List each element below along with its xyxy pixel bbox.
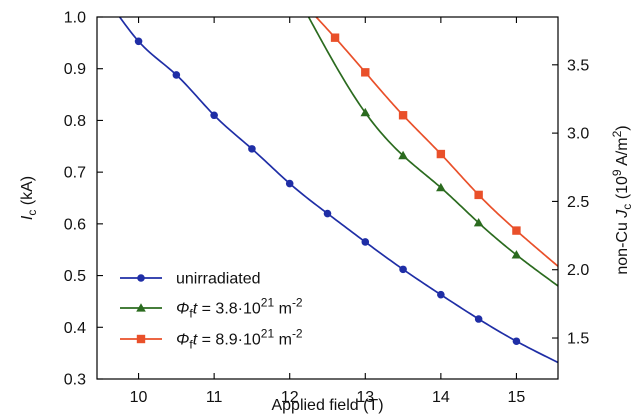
y-right-tick-label-3: 3.0 — [567, 126, 589, 143]
legend-unit-exp-2: -2 — [292, 327, 303, 341]
series-1-fit-line — [307, 17, 558, 287]
x-tick-label-5: 15 — [508, 389, 526, 406]
legend-marker-1 — [136, 303, 146, 312]
y-left-title-suffix: (kA) — [19, 176, 36, 210]
series-2-point-3 — [436, 149, 446, 159]
legend-phi-sub-2: f — [189, 338, 193, 352]
y-right-tick-label-1: 2.0 — [567, 262, 589, 279]
series-2-point-0 — [330, 33, 340, 42]
legend-label-0: unirradiated — [176, 271, 261, 288]
series-0-fit-line — [118, 17, 558, 364]
series-1-point-4 — [511, 250, 522, 259]
legend-phi-2: Φ — [176, 332, 189, 349]
y-right-axis-title: non-Cu Jc (109 A/m2) — [610, 125, 634, 274]
data-markers-layer — [134, 33, 522, 346]
series-0-point-9 — [474, 315, 483, 323]
y-right-title-unit-sup: 9 — [610, 169, 624, 176]
y-left-tick-label-2: 0.5 — [64, 268, 86, 285]
x-axis-title: Applied field (T) — [271, 397, 383, 414]
y-right-title-unit-post: ) — [614, 125, 631, 130]
y-right-title-unit-pre: (10 — [614, 176, 631, 204]
y-right-tick-label-4: 3.5 — [567, 57, 589, 74]
y-right-title-unit-sup2: 2 — [610, 130, 624, 137]
y-left-title-sub: c — [25, 210, 39, 216]
legend-eq-2: = 8.9·10 — [197, 332, 261, 349]
series-1-point-0 — [360, 107, 371, 117]
series-0-point-6 — [361, 238, 370, 246]
x-tick-label-1: 11 — [206, 389, 223, 406]
series-0-point-8 — [437, 290, 445, 299]
series-2-point-2 — [398, 111, 408, 120]
series-0-point-7 — [399, 265, 407, 274]
series-0-point-10 — [512, 337, 521, 346]
plot-frame — [96, 16, 559, 380]
legend-phi-sub-1: f — [189, 307, 193, 321]
x-tick-label-0: 10 — [130, 389, 148, 406]
series-0-point-3 — [248, 145, 256, 153]
y-left-tick-label-5: 0.8 — [64, 113, 86, 130]
legend-exp-1: 21 — [261, 296, 275, 310]
y-left-tick-label-6: 0.9 — [64, 61, 86, 78]
legend-marker-2 — [136, 334, 146, 344]
legend-eq-1: = 3.8·10 — [197, 301, 261, 318]
series-2-fit-line — [315, 17, 558, 267]
y-left-tick-label-4: 0.7 — [64, 165, 86, 182]
y-right-title-unit-mid: A/m — [614, 137, 631, 169]
legend-t-2: t — [193, 332, 198, 349]
series-2-point-1 — [361, 68, 370, 77]
y-left-tick-label-3: 0.6 — [64, 216, 86, 233]
x-tick-label-3: 13 — [356, 389, 374, 406]
axes-layer: 10 11 12 13 14 15 0.3 0.4 0.5 0.6 0.7 0.8 0.9 1.0 1.5 2… — [19, 10, 634, 415]
series-0-point-0 — [134, 37, 143, 46]
x-tick-label-2: 12 — [281, 389, 299, 406]
series-0-point-1 — [172, 71, 181, 79]
legend-marker-0 — [137, 274, 145, 282]
y-right-title-base: J — [614, 209, 631, 219]
series-1-point-2 — [436, 182, 446, 192]
legend-label-1: Φft = 3.8·1021 m-2 — [176, 296, 303, 321]
series-2-point-5 — [512, 226, 521, 235]
y-right-tick-label-2: 2.5 — [567, 194, 589, 211]
y-left-axis-title: Ic (kA) — [19, 176, 39, 220]
series-2-point-4 — [474, 190, 483, 200]
legend-unit-1: m — [274, 301, 292, 318]
series-0-point-2 — [210, 111, 218, 120]
legend-unit-exp-1: -2 — [292, 296, 303, 310]
series-1-point-1 — [398, 150, 408, 160]
y-right-title-prefix: non-Cu — [614, 218, 631, 275]
legend-base-0: unirradiated — [176, 271, 261, 288]
y-right-title-sub: c — [620, 204, 634, 210]
y-left-tick-label-1: 0.4 — [64, 320, 86, 337]
legend-phi-1: Φ — [176, 301, 189, 318]
legend-unit-2: m — [274, 332, 292, 349]
series-0-point-5 — [323, 209, 332, 218]
legend-label-2: Φft = 8.9·1021 m-2 — [176, 327, 303, 352]
series-0-point-4 — [285, 179, 294, 188]
legend-t-1: t — [193, 301, 198, 318]
y-left-title-base: I — [19, 215, 36, 220]
series-1-point-3 — [473, 218, 484, 227]
y-right-tick-label-0: 1.5 — [567, 331, 589, 348]
y-left-tick-label-0: 0.3 — [64, 372, 86, 389]
y-left-tick-label-7: 1.0 — [64, 10, 86, 27]
legend-exp-2: 21 — [261, 327, 275, 341]
x-tick-label-4: 14 — [432, 389, 450, 406]
